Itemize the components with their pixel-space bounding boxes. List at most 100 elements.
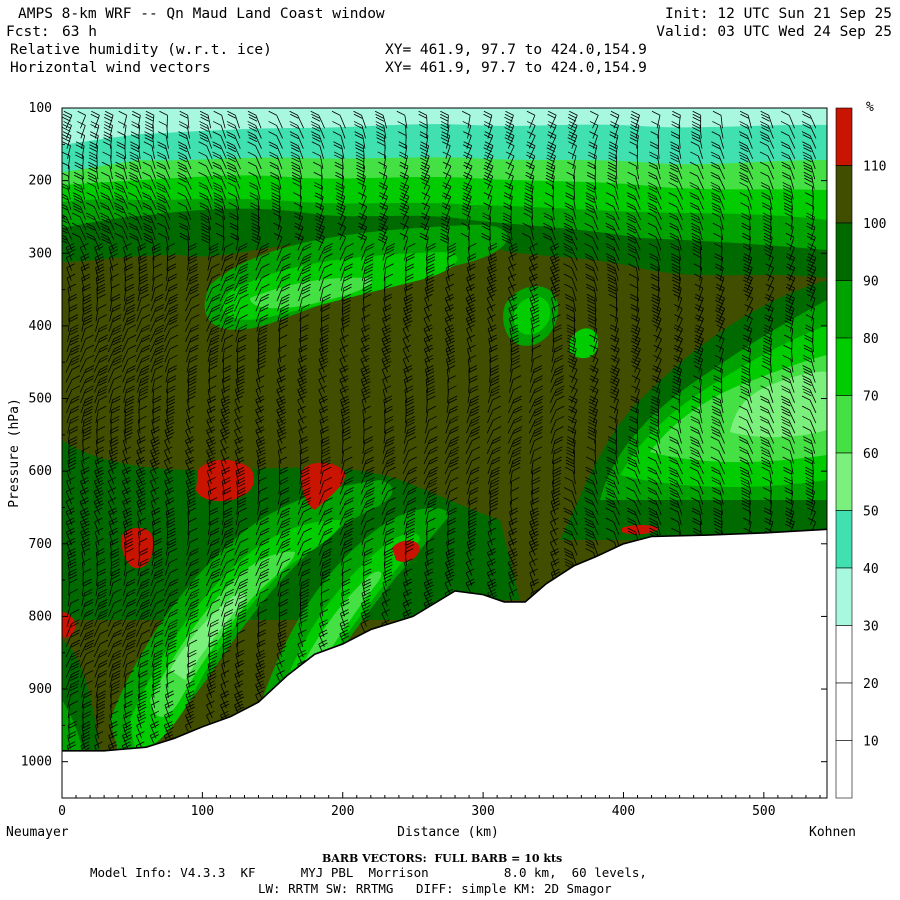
barb-feather	[563, 243, 572, 248]
barb-feather	[429, 459, 438, 465]
barb-feather	[300, 601, 309, 607]
barb-feather	[342, 426, 351, 431]
barb-feather	[524, 188, 533, 193]
barb-feather	[226, 154, 236, 160]
barb-staff	[65, 654, 73, 668]
barb-staff	[276, 125, 283, 139]
barb-feather	[96, 273, 105, 279]
barb-feather	[221, 432, 230, 437]
barb-staff	[185, 186, 192, 200]
barb-feather	[98, 395, 108, 401]
barb-feather	[294, 235, 303, 241]
barb-feather	[489, 344, 498, 350]
barb-feather	[488, 269, 497, 275]
barb-staff	[95, 715, 99, 729]
barb-feather	[80, 741, 89, 747]
barb-staff	[508, 165, 515, 180]
barb-staff	[299, 603, 302, 617]
barb-feather	[447, 246, 457, 251]
barb-staff	[95, 440, 99, 454]
barb-staff	[94, 603, 100, 617]
barb-feather	[529, 527, 538, 533]
barb-feather	[123, 724, 132, 729]
barb-staff	[529, 389, 536, 403]
barb-feather	[62, 124, 72, 129]
barb-feather	[229, 225, 239, 231]
barb-staff	[257, 471, 260, 485]
barb-feather	[525, 182, 534, 187]
barb-feather	[152, 249, 161, 254]
barb-staff	[529, 115, 536, 129]
barb-feather	[384, 273, 394, 279]
barb-staff	[613, 501, 620, 515]
barb-feather	[113, 347, 122, 353]
barb-feather	[467, 256, 477, 261]
barb-feather	[406, 421, 415, 427]
barb-feather	[82, 727, 91, 732]
barb-staff	[361, 532, 367, 546]
barb-feather	[125, 395, 135, 401]
barb-feather	[84, 680, 93, 686]
barb-feather	[257, 466, 266, 472]
barb-staff	[164, 704, 171, 719]
barb-feather	[200, 116, 209, 122]
barb-feather	[408, 487, 417, 492]
barb-feather	[124, 693, 133, 699]
barb-feather	[260, 540, 269, 546]
barb-feather	[98, 304, 107, 309]
barb-feather	[467, 253, 476, 258]
barb-feather	[137, 713, 146, 719]
barb-staff	[206, 552, 213, 566]
barb-feather	[568, 141, 577, 147]
barb-feather	[446, 350, 456, 356]
barb-feather	[81, 548, 90, 553]
barb-feather	[399, 198, 408, 203]
barb-feather	[187, 503, 196, 509]
barb-feather	[355, 151, 365, 157]
barb-feather	[237, 347, 246, 353]
barb-staff	[360, 379, 367, 393]
barb-feather	[169, 296, 178, 302]
barb-feather	[128, 222, 137, 228]
barb-feather	[607, 472, 616, 478]
barb-feather	[333, 141, 342, 147]
barb-staff	[163, 196, 171, 210]
barb-feather	[156, 182, 165, 187]
barb-feather	[545, 177, 555, 183]
barb-feather	[551, 286, 560, 292]
barb-feather	[206, 429, 216, 434]
barb-feather	[248, 124, 257, 129]
rh-blob-mid-right-inner	[513, 296, 551, 335]
barb-feather	[280, 476, 289, 482]
barb-staff	[122, 379, 128, 393]
barb-staff	[108, 196, 115, 210]
barb-staff	[382, 237, 388, 251]
barb-feather	[280, 299, 289, 305]
barb-feather	[468, 243, 477, 248]
barb-staff	[381, 226, 388, 241]
barb-feather	[302, 286, 311, 292]
barb-feather	[384, 564, 393, 570]
barb-feather	[124, 429, 133, 434]
barb-feather	[552, 466, 562, 472]
barb-staff	[530, 186, 534, 200]
barb-staff	[108, 379, 114, 393]
barb-feather	[258, 337, 267, 343]
barb-staff	[466, 481, 472, 495]
barb-feather	[385, 452, 395, 458]
barb-feather	[568, 415, 577, 421]
barb-feather	[227, 110, 236, 116]
barb-feather	[98, 591, 107, 597]
barb-feather	[178, 154, 187, 160]
barb-feather	[137, 503, 147, 509]
barb-feather	[66, 510, 75, 516]
barb-feather	[386, 253, 395, 258]
barb-feather	[190, 334, 199, 340]
barb-staff	[234, 399, 241, 414]
barb-feather	[84, 401, 93, 407]
barb-staff	[592, 206, 599, 220]
barb-feather	[151, 418, 161, 424]
barb-feather	[74, 161, 83, 167]
barb-feather	[108, 517, 118, 523]
barb-feather	[424, 327, 433, 333]
